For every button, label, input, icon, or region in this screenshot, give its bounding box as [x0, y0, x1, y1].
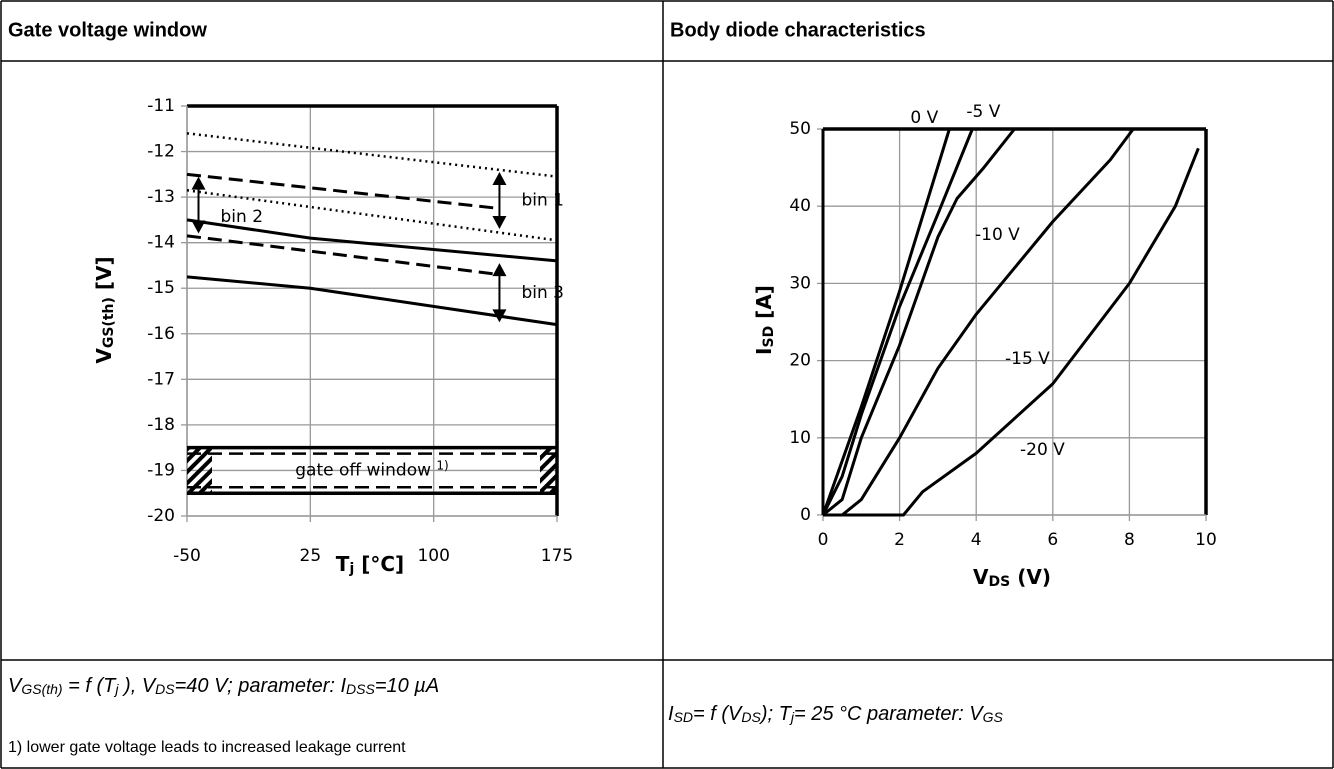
- caption-text: = 25 °C parameter: V: [794, 703, 984, 725]
- x-tick-label: 100: [417, 546, 449, 566]
- subscript: j: [348, 561, 354, 577]
- y-tick-label: 20: [789, 351, 811, 371]
- y-tick-label: 50: [789, 119, 811, 139]
- footnote: 1) lower gate voltage leads to increased…: [8, 739, 406, 756]
- caption-text: V: [8, 675, 23, 697]
- axis-label: VDS (V): [973, 565, 1051, 590]
- series-line: [186, 234, 500, 277]
- caption-text: = f (V: [693, 703, 743, 725]
- series-label: -10 V: [975, 225, 1020, 245]
- y-tick-label: -18: [147, 415, 175, 435]
- x-tick-label: 2: [894, 530, 905, 550]
- axis-label-text: T: [336, 552, 350, 576]
- caption-text: I: [668, 703, 674, 725]
- caption-text: ), V: [119, 675, 157, 697]
- series-line: [186, 132, 558, 178]
- axis-label: ISD [A]: [752, 285, 777, 355]
- subscript: SD: [674, 709, 693, 725]
- series-label: 0 V: [910, 108, 938, 128]
- axis-label-unit: (V): [1010, 565, 1051, 589]
- y-tick-label: 40: [789, 196, 811, 216]
- axis-label: VGS(th) [V]: [92, 256, 117, 363]
- x-tick-label: 4: [971, 530, 982, 550]
- arrow-head: [492, 172, 507, 229]
- series-line: [822, 128, 1016, 517]
- y-tick-label: -13: [147, 187, 175, 207]
- bin-label: bin 2: [221, 207, 264, 227]
- x-tick-label: 8: [1124, 530, 1135, 550]
- series-line: [821, 128, 951, 516]
- axis-label-text: V: [973, 565, 989, 589]
- series-line: [186, 275, 558, 327]
- superscript: 1): [436, 459, 448, 473]
- hatch: [540, 447, 557, 494]
- y-tick-label: -15: [147, 278, 175, 298]
- y-tick-label: -16: [147, 324, 175, 344]
- subscript: DS: [989, 574, 1011, 590]
- series-label: -15 V: [1005, 349, 1050, 369]
- subscript: DS: [155, 681, 175, 697]
- x-tick-label: 175: [541, 546, 573, 566]
- arrow-head: [492, 263, 507, 323]
- axis-label-text: I: [752, 348, 776, 355]
- axis-label-unit: [A]: [752, 285, 776, 326]
- subscript: SD: [761, 326, 777, 348]
- caption: ISD= f (VDS); Tj= 25 °C parameter: VGS: [668, 703, 1003, 725]
- y-tick-label: -12: [147, 142, 175, 162]
- subscript: j: [789, 709, 795, 725]
- y-tick-label: -19: [147, 460, 175, 480]
- caption: VGS(th) = f (Tj ), VDS=40 V; parameter: …: [8, 675, 439, 697]
- y-tick-label: 10: [789, 428, 811, 448]
- header: Body diode characteristics: [670, 19, 926, 41]
- series-line: [823, 147, 1200, 517]
- caption-text: ); T: [759, 703, 793, 725]
- x-tick-label: -50: [173, 546, 201, 566]
- subscript: DS: [741, 709, 761, 725]
- series-label: -20 V: [1020, 440, 1065, 460]
- x-tick-label: 25: [300, 546, 322, 566]
- axis-label: Tj [°C]: [336, 552, 404, 577]
- caption-text: = f (T: [63, 675, 118, 697]
- series-line: [186, 189, 558, 242]
- series-line: [821, 128, 974, 516]
- caption-text: =40 V; parameter: I: [175, 675, 347, 697]
- axis-label-text: V: [92, 348, 116, 364]
- subscript: GS(th): [21, 681, 62, 697]
- series-line: [186, 218, 558, 263]
- y-tick-label: 0: [800, 505, 811, 525]
- y-tick-label: -11: [147, 96, 175, 116]
- header: Gate voltage window: [8, 19, 207, 41]
- x-tick-label: 0: [818, 530, 829, 550]
- y-tick-label: 30: [789, 273, 811, 293]
- axis-label-unit: [°C]: [354, 552, 404, 576]
- subscript: DSS: [346, 681, 375, 697]
- x-tick-label: 10: [1195, 530, 1217, 550]
- hatch: [187, 447, 212, 494]
- arrow-head: [191, 176, 206, 234]
- window-label-text: gate off window: [295, 460, 436, 480]
- window-label: gate off window 1): [295, 459, 448, 481]
- y-tick-label: -20: [147, 506, 175, 526]
- series-line: [823, 128, 1135, 517]
- x-tick-label: 6: [1047, 530, 1058, 550]
- axis-label-unit: [V]: [92, 256, 116, 297]
- caption-text: =10 µA: [375, 675, 439, 697]
- y-tick-label: -17: [147, 369, 175, 389]
- subscript: j: [113, 681, 119, 697]
- series-line: [186, 172, 500, 210]
- y-tick-label: -14: [147, 233, 175, 253]
- bin-label: bin 3: [521, 283, 564, 303]
- subscript: GS(th): [101, 297, 117, 348]
- subscript: GS: [983, 709, 1004, 725]
- series-label: -5 V: [966, 102, 1000, 122]
- bin-label: bin 1: [521, 191, 564, 211]
